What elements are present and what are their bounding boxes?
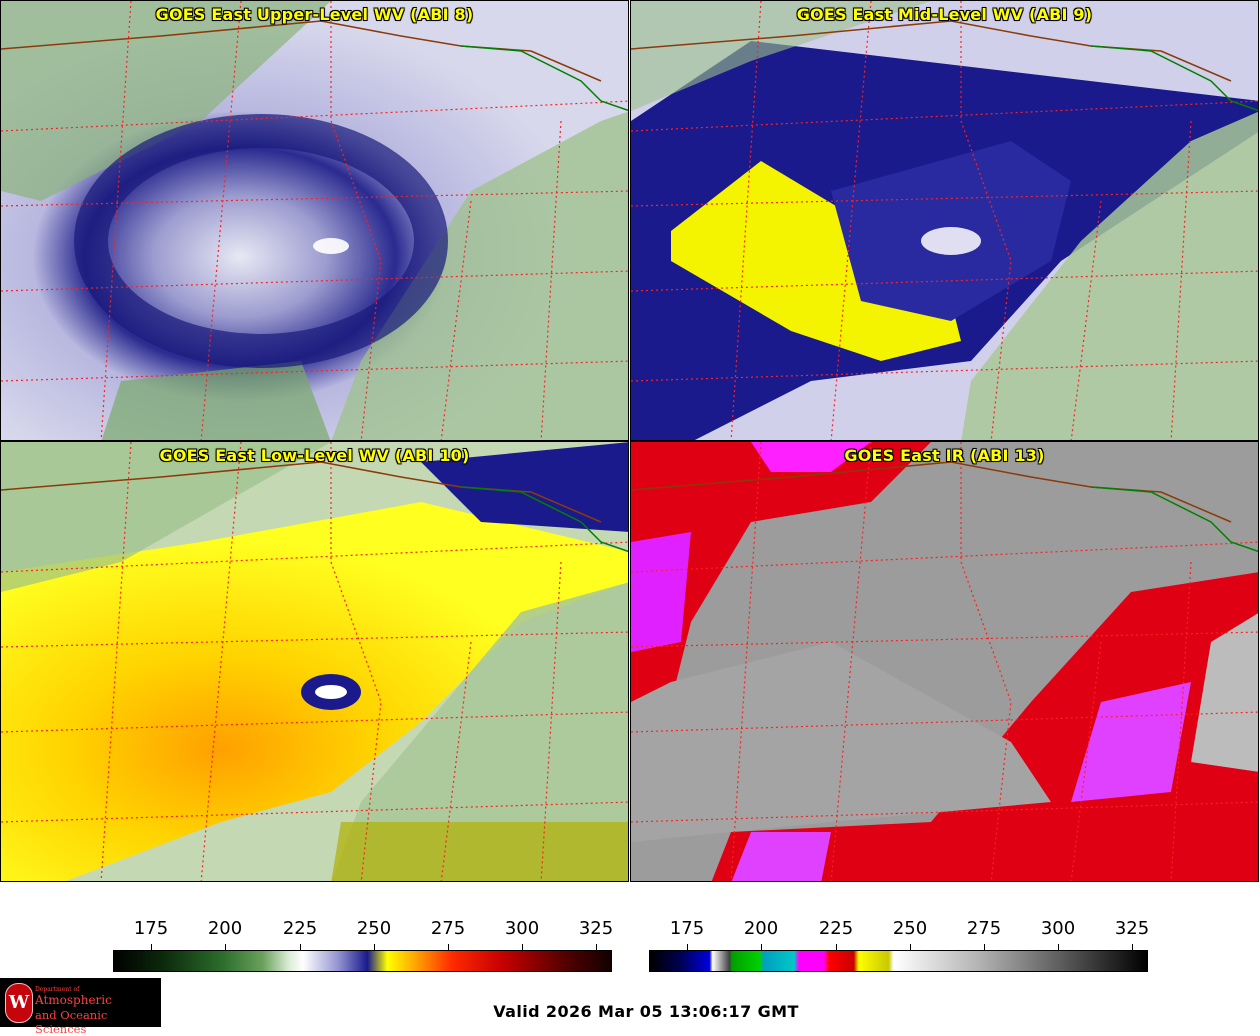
mid-level-wv-image bbox=[631, 1, 1258, 440]
country-boundary bbox=[1, 461, 602, 523]
state-boundary bbox=[730, 1, 762, 440]
state-boundary bbox=[631, 270, 1258, 292]
state-boundary bbox=[1, 801, 628, 823]
tick-label: 250 bbox=[892, 918, 928, 939]
low-level-wv-panel: GOES East Low-Level WV (ABI 10) bbox=[0, 441, 629, 882]
tick-label: 325 bbox=[578, 918, 614, 939]
state-boundary bbox=[730, 442, 762, 881]
ir-image bbox=[631, 442, 1258, 881]
state-boundary bbox=[830, 1, 872, 440]
state-boundary bbox=[440, 641, 472, 881]
state-boundary bbox=[540, 561, 562, 881]
state-boundary bbox=[100, 442, 132, 881]
tick-label: 300 bbox=[1040, 918, 1076, 939]
state-boundary bbox=[200, 442, 242, 881]
ir-colorbar bbox=[649, 950, 1148, 972]
state-boundary bbox=[1, 100, 628, 132]
tick-label: 275 bbox=[430, 918, 466, 939]
tick-label: 300 bbox=[504, 918, 540, 939]
state-boundary bbox=[1, 190, 628, 207]
panel-title: GOES East IR (ABI 13) bbox=[844, 446, 1045, 465]
country-boundary bbox=[631, 461, 1232, 523]
state-boundary bbox=[631, 541, 1258, 573]
state-boundary bbox=[1, 541, 628, 573]
valid-time: Valid 2026 Mar 05 13:06:17 GMT bbox=[493, 1002, 799, 1021]
canada-boundary bbox=[1090, 45, 1258, 112]
state-boundary bbox=[100, 1, 132, 440]
state-boundary bbox=[631, 360, 1258, 382]
logo-line1: Atmospheric bbox=[35, 993, 112, 1007]
state-boundary bbox=[1070, 641, 1102, 881]
panel-title: GOES East Low-Level WV (ABI 10) bbox=[159, 446, 470, 465]
tick-label: 225 bbox=[282, 918, 318, 939]
canada-boundary bbox=[1090, 486, 1258, 553]
state-boundary bbox=[1170, 561, 1192, 881]
state-boundary bbox=[200, 1, 242, 440]
state-boundary bbox=[330, 442, 382, 881]
tick-label: 200 bbox=[207, 918, 243, 939]
panel-title: GOES East Upper-Level WV (ABI 8) bbox=[155, 5, 474, 24]
country-boundary bbox=[1, 20, 602, 82]
state-boundary bbox=[1, 711, 628, 733]
canada-boundary bbox=[460, 45, 628, 112]
upper-level-wv-panel: GOES East Upper-Level WV (ABI 8) bbox=[0, 0, 629, 441]
state-boundary bbox=[1070, 200, 1102, 440]
state-boundary bbox=[960, 442, 1012, 881]
state-boundary bbox=[1170, 120, 1192, 440]
uw-crest-icon: W bbox=[5, 983, 33, 1023]
state-boundary bbox=[960, 1, 1012, 440]
state-boundary bbox=[631, 711, 1258, 733]
wv-colorbar bbox=[113, 950, 612, 972]
state-boundary bbox=[631, 190, 1258, 207]
state-boundary bbox=[540, 120, 562, 440]
canada-boundary bbox=[460, 486, 628, 553]
colorbar-ticks-wv: 175 200 225 250 275 300 325 bbox=[113, 918, 614, 950]
ir-panel: GOES East IR (ABI 13) bbox=[630, 441, 1259, 882]
low-level-wv-image bbox=[1, 442, 628, 881]
state-boundary bbox=[440, 200, 472, 440]
tick-label: 175 bbox=[669, 918, 705, 939]
colorbar-ticks-ir: 175 200 225 250 275 300 325 bbox=[649, 918, 1150, 950]
state-boundary bbox=[631, 631, 1258, 648]
country-boundary bbox=[631, 20, 1232, 82]
panel-title: GOES East Mid-Level WV (ABI 9) bbox=[796, 5, 1093, 24]
logo-department: Department of bbox=[35, 986, 80, 993]
state-boundary bbox=[1, 270, 628, 292]
state-boundary bbox=[330, 1, 382, 440]
state-boundary bbox=[631, 801, 1258, 823]
tick-label: 200 bbox=[743, 918, 779, 939]
tick-label: 175 bbox=[133, 918, 169, 939]
tick-label: 275 bbox=[966, 918, 1002, 939]
state-boundary bbox=[830, 442, 872, 881]
upper-level-wv-image bbox=[1, 1, 628, 440]
state-boundary bbox=[1, 631, 628, 648]
tick-label: 225 bbox=[818, 918, 854, 939]
state-boundary bbox=[631, 100, 1258, 132]
tick-label: 250 bbox=[356, 918, 392, 939]
tick-label: 325 bbox=[1114, 918, 1150, 939]
mid-level-wv-panel: GOES East Mid-Level WV (ABI 9) bbox=[630, 0, 1259, 441]
state-boundary bbox=[1, 360, 628, 382]
